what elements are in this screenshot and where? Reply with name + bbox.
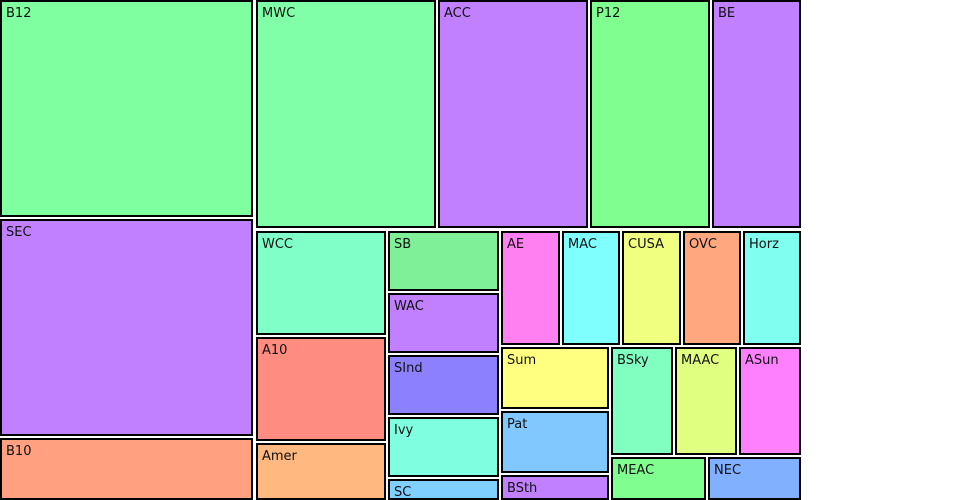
treemap-tile-maac[interactable]: MAAC [675,347,737,455]
treemap-tile-label: Ivy [394,423,414,438]
treemap-tile-label: BSky [617,353,649,368]
treemap-tile-mwc[interactable]: MWC [256,0,436,228]
treemap-tile-sind[interactable]: SInd [388,355,499,415]
treemap-tile-label: BSth [507,481,538,496]
treemap-tile-asun[interactable]: ASun [739,347,801,455]
treemap-tile-wcc[interactable]: WCC [256,231,386,335]
treemap-tile-label: Horz [749,237,779,252]
treemap-tile-cusa[interactable]: CUSA [622,231,681,345]
treemap-tile-label: OVC [689,237,717,252]
treemap-tile-label: MWC [262,6,296,21]
treemap-tile-label: Amer [262,449,297,464]
treemap-tile-meac[interactable]: MEAC [611,457,706,500]
treemap-tile-label: MAC [568,237,597,252]
treemap-tile-label: MAAC [681,353,720,368]
treemap-tile-nec[interactable]: NEC [708,457,801,500]
treemap-tile-bsth[interactable]: BSth [501,475,609,500]
treemap-tile-mac[interactable]: MAC [562,231,620,345]
treemap-tile-ovc[interactable]: OVC [683,231,741,345]
treemap-tile-amer[interactable]: Amer [256,443,386,500]
treemap-tile-acc[interactable]: ACC [438,0,588,228]
treemap-tile-label: WCC [262,237,294,252]
treemap-tile-label: Pat [507,417,528,432]
treemap-tile-label: SEC [6,225,32,240]
treemap-tile-label: P12 [596,6,621,21]
treemap-tile-label: SC [394,485,412,500]
treemap-tile-ae[interactable]: AE [501,231,560,345]
treemap-tile-label: SB [394,237,412,252]
treemap-tile-bsky[interactable]: BSky [611,347,673,455]
treemap-tile-label: A10 [262,343,288,358]
treemap-tile-label: MEAC [617,463,655,478]
treemap-tile-p12[interactable]: P12 [590,0,710,228]
treemap-tile-b12[interactable]: B12 [0,0,253,217]
treemap-tile-sum[interactable]: Sum [501,347,609,409]
treemap-tile-label: WAC [394,299,424,314]
treemap-tile-wac[interactable]: WAC [388,293,499,353]
treemap-tile-sc[interactable]: SC [388,479,499,500]
treemap-tile-b10[interactable]: B10 [0,438,253,500]
treemap-tile-label: BE [718,6,736,21]
treemap-tile-sb[interactable]: SB [388,231,499,291]
treemap-tile-label: CUSA [628,237,664,252]
treemap-tile-a10[interactable]: A10 [256,337,386,441]
treemap-tile-label: Sum [507,353,537,368]
treemap-tile-label: NEC [714,463,742,478]
treemap-tile-sec[interactable]: SEC [0,219,253,436]
treemap-tile-label: ACC [444,6,471,21]
treemap-tile-label: ASun [745,353,779,368]
treemap-tile-label: SInd [394,361,423,376]
treemap-tile-label: AE [507,237,525,252]
treemap-tile-label: B10 [6,444,32,459]
treemap-tile-horz[interactable]: Horz [743,231,801,345]
treemap-tile-ivy[interactable]: Ivy [388,417,499,477]
treemap-tile-pat[interactable]: Pat [501,411,609,473]
treemap-tile-be[interactable]: BE [712,0,801,228]
treemap-tile-label: B12 [6,6,32,21]
